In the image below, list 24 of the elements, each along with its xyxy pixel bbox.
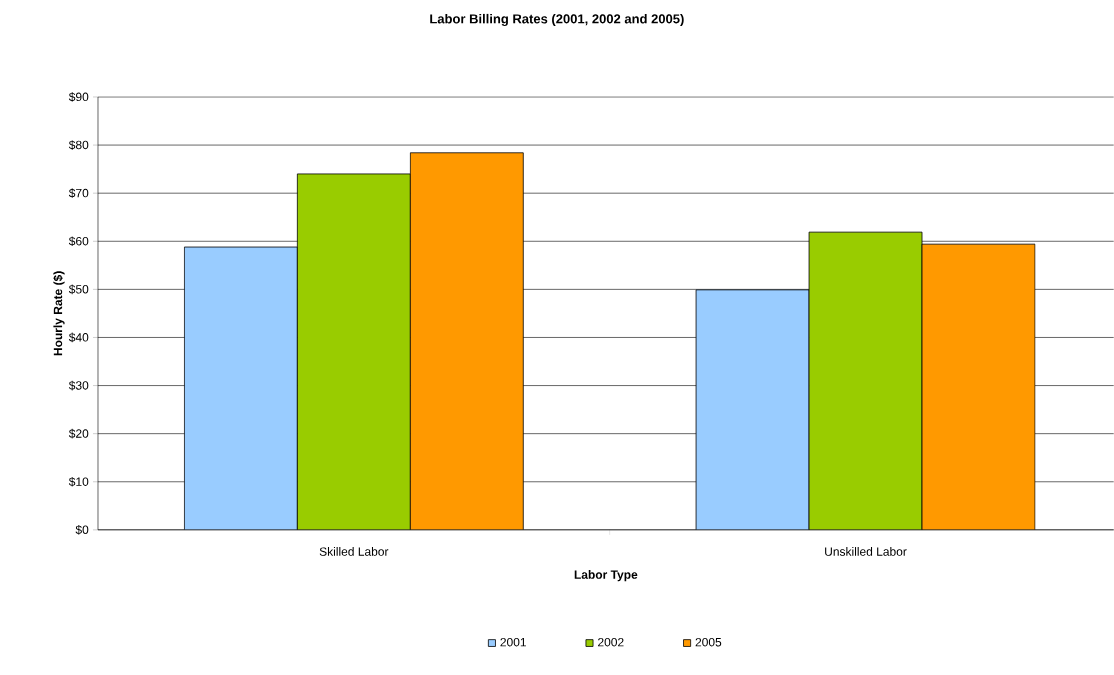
bar: [808, 231, 923, 530]
y-axis-title: Hourly Rate ($): [53, 271, 65, 356]
y-tick-label: $90: [68, 92, 89, 102]
bar: [409, 152, 524, 530]
legend-label: 2005: [695, 638, 722, 647]
bar: [921, 243, 1036, 530]
legend-label: 2002: [598, 638, 624, 647]
y-tick-label: $70: [68, 188, 89, 199]
x-axis-title: Labor Type: [574, 570, 638, 582]
bar: [695, 289, 810, 530]
x-tick-label: Unskilled Labor: [825, 547, 907, 556]
y-tick-label: $10: [68, 476, 89, 487]
x-tick-label: Skilled Labor: [319, 547, 389, 556]
bar: [296, 173, 411, 530]
y-tick-label: $80: [68, 140, 89, 150]
y-tick-label: $40: [68, 332, 89, 343]
chart-title: Labor Billing Rates (2001, 2002 and 2005): [430, 13, 684, 27]
y-tick-label: $30: [68, 380, 89, 391]
y-tick-label: $20: [68, 428, 89, 439]
bar: [183, 246, 298, 530]
y-tick-label: $60: [68, 236, 89, 247]
y-tick-label: $50: [68, 284, 89, 295]
legend-label: 2001: [500, 638, 526, 647]
y-tick-label: $0: [75, 525, 89, 535]
